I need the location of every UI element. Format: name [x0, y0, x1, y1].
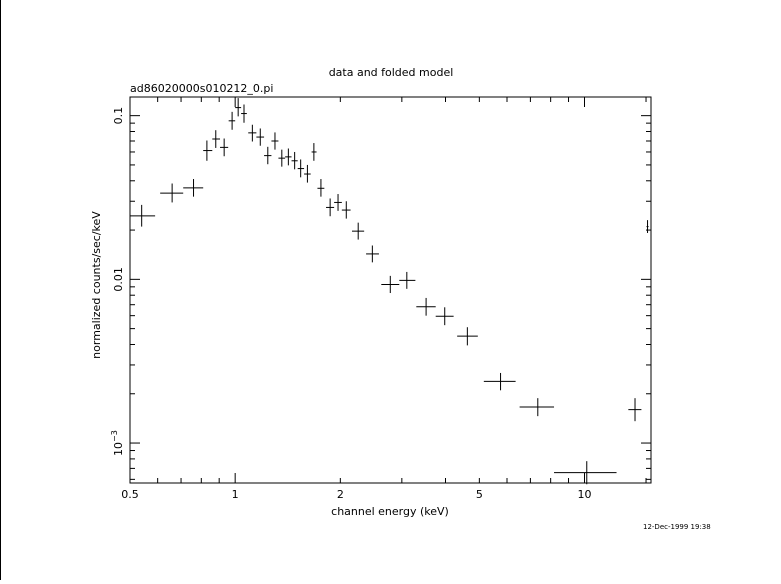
- x-tick-label: 10: [578, 488, 592, 501]
- chart-subtitle: ad86020000s010212_0.pi: [130, 82, 273, 95]
- data-point: [264, 146, 272, 165]
- x-tick-label: 2: [337, 488, 344, 501]
- data-point: [291, 151, 298, 170]
- axis-tick-labels: 0.5 1 2 5 10 0.1 0.01 10−3: [110, 107, 592, 501]
- data-point: [435, 307, 454, 326]
- y-tick-exponent: −3: [110, 430, 119, 442]
- data-point: [519, 398, 555, 417]
- data-point: [212, 130, 221, 148]
- data-point: [457, 327, 478, 346]
- y-tick-label: 10−3: [110, 430, 125, 456]
- data-point: [183, 179, 204, 197]
- data-point: [248, 124, 257, 142]
- data-point: [341, 201, 351, 219]
- data-point: [130, 204, 156, 227]
- data-point: [311, 143, 317, 161]
- x-axis-label: channel energy (keV): [331, 505, 449, 518]
- axis-ticks: [129, 97, 651, 483]
- data-point: [297, 159, 305, 178]
- data-point: [317, 179, 325, 197]
- data-point: [304, 164, 311, 183]
- timestamp: 12-Dec-1999 19:38: [643, 523, 711, 531]
- data-point: [326, 198, 335, 217]
- data-point: [646, 220, 649, 233]
- data-point: [483, 372, 516, 391]
- plot-frame: [129, 96, 652, 484]
- y-tick-label: 0.01: [112, 267, 125, 292]
- data-point: [160, 183, 184, 203]
- data-point: [285, 148, 292, 166]
- data-point: [334, 194, 342, 211]
- data-point: [278, 149, 286, 167]
- y-axis-label: normalized counts/sec/keV: [90, 211, 103, 359]
- chart-title: data and folded model: [329, 66, 454, 79]
- data-point: [228, 111, 236, 130]
- x-tick-label: 1: [232, 488, 239, 501]
- data-point: [256, 128, 265, 146]
- y-tick-label: 0.1: [112, 107, 125, 125]
- data-point: [220, 138, 229, 157]
- data-point: [271, 132, 279, 150]
- data-point: [416, 297, 436, 316]
- window-left-border: [0, 0, 1, 580]
- data-points: [130, 98, 649, 485]
- data-point: [241, 104, 247, 123]
- data-point: [628, 398, 642, 422]
- data-point: [399, 271, 416, 289]
- data-point: [235, 98, 242, 117]
- data-point: [366, 245, 379, 263]
- data-point: [203, 140, 213, 161]
- x-tick-label: 5: [476, 488, 483, 501]
- data-point: [554, 461, 617, 485]
- x-tick-label: 0.5: [121, 488, 139, 501]
- data-point: [381, 275, 400, 294]
- data-point: [352, 222, 365, 240]
